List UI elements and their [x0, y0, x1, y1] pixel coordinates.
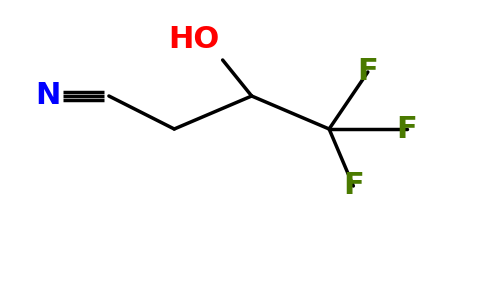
Text: F: F [358, 58, 378, 86]
Text: HO: HO [168, 25, 219, 53]
Text: N: N [36, 82, 61, 110]
Text: F: F [343, 172, 363, 200]
Text: F: F [396, 115, 417, 143]
